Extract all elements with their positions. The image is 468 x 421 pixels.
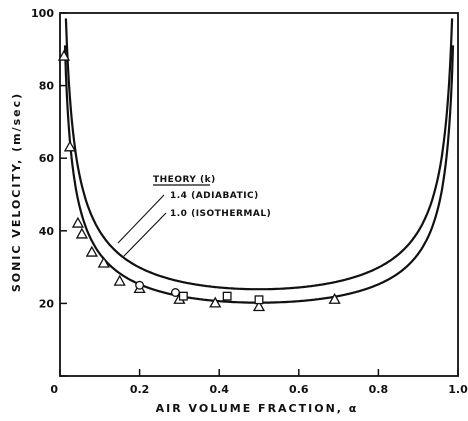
data-point-circle [170, 288, 180, 297]
data-point-triangle [85, 245, 98, 257]
data-point-triangle [71, 216, 85, 228]
x-tick-label: 0 [50, 383, 58, 396]
legend-title: THEORY (k) [153, 175, 216, 185]
data-point-triangle [63, 140, 77, 152]
x-axis-label: AIR VOLUME FRACTION, α [156, 402, 359, 415]
data-point-triangle [209, 296, 222, 308]
legend-entry-adiabatic: 1.4 (ADIABATIC) [170, 191, 259, 201]
data-point-square [254, 295, 264, 305]
theory-curve-adiabatic [64, 18, 454, 291]
x-tick-label: 0.4 [209, 383, 229, 396]
x-tick-label: 0.6 [289, 383, 309, 396]
data-point-triangle [75, 227, 88, 239]
data-point-triangle [97, 256, 110, 268]
data-point-square [222, 291, 232, 301]
y-tick-label: 100 [31, 7, 54, 20]
theory-curves [63, 18, 455, 304]
y-axis-label: SONIC VELOCITY, (m/sec) [10, 92, 23, 292]
data-point-circle [135, 280, 145, 290]
y-tick-label: 40 [39, 225, 55, 238]
axes: 20 40 60 80 100 0 0.2 0.4 0.6 0.8 1.0 [31, 7, 468, 396]
legend-entry-isothermal: 1.0 (ISOTHERMAL) [170, 209, 271, 219]
legend: THEORY (k) 1.4 (ADIABATIC) 1.0 (ISOTHERM… [117, 175, 271, 257]
data-points [57, 49, 341, 312]
data-point-triangle [252, 300, 266, 312]
data-point-triangle [328, 292, 341, 304]
y-tick-label: 60 [39, 152, 55, 165]
x-tick-label: 0.8 [369, 383, 389, 396]
data-point-triangle [113, 274, 126, 286]
theory-curve-isothermal [63, 45, 455, 304]
x-tick-label: 1.0 [448, 383, 468, 396]
data-point-square [178, 291, 188, 301]
legend-leader-adiabatic [117, 194, 165, 244]
x-tick-label: 0.2 [130, 383, 150, 396]
y-tick-label: 20 [39, 297, 55, 310]
plot-frame [59, 12, 459, 377]
data-point-triangle [57, 49, 71, 61]
y-tick-label: 80 [39, 80, 55, 93]
legend-leader-isothermal [123, 212, 167, 257]
